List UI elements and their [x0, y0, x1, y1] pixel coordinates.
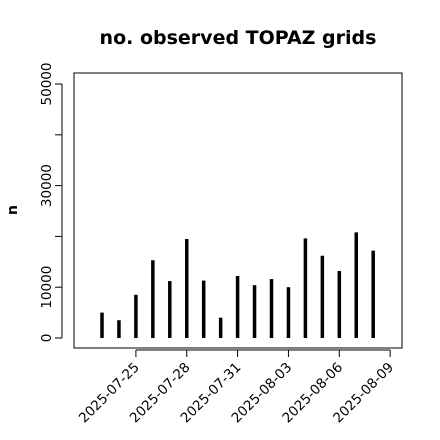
y-tick-label: 30000 [39, 164, 55, 207]
y-tick-label: 10000 [39, 266, 55, 309]
y-tick-label: 50000 [39, 63, 55, 106]
y-tick-label: 0 [39, 334, 55, 343]
x-axis: 2025-07-252025-07-282025-07-312025-08-03… [76, 349, 397, 426]
y-axis-label: n [5, 205, 21, 215]
plot-area-frame [73, 72, 403, 349]
bars [100, 232, 375, 338]
chart-title: no. observed TOPAZ grids [100, 27, 377, 49]
y-axis: 0 10000 30000 50000 [39, 63, 63, 343]
